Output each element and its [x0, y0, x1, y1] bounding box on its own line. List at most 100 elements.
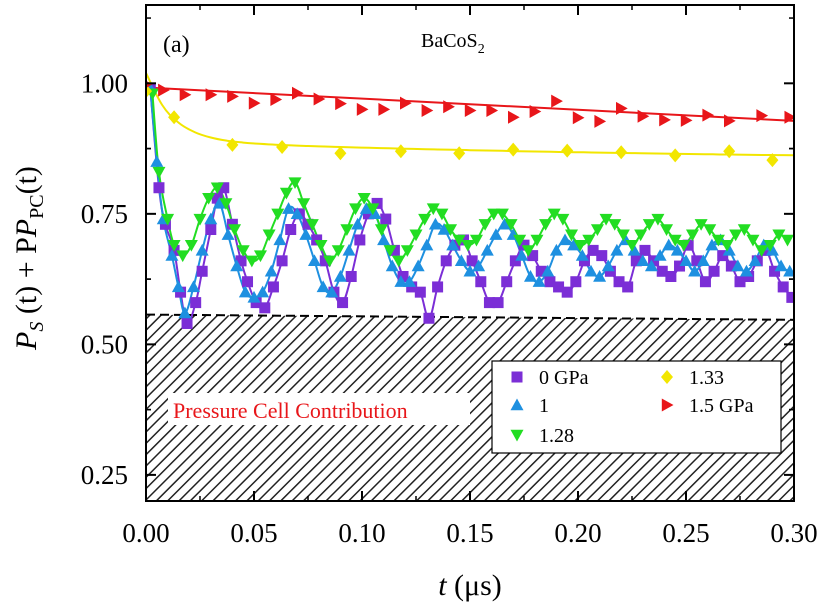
data-point-1-28-74 — [781, 234, 794, 247]
data-point-1-15 — [264, 264, 278, 277]
x-tick-label: 0.10 — [338, 518, 385, 548]
data-point-1-5-gpa-26 — [702, 108, 715, 122]
legend-label: 1.28 — [539, 425, 574, 447]
data-point-1-13 — [247, 290, 261, 303]
data-point-0-gpa-45 — [518, 239, 530, 251]
data-point-1-14 — [256, 285, 270, 298]
data-point-1-33-7 — [507, 142, 520, 157]
pressure-cell-label-group: Pressure Cell Contribution — [168, 393, 470, 425]
data-point-0-gpa-42 — [492, 297, 504, 309]
x-tick-label: 0.05 — [230, 518, 277, 548]
data-point-1-65 — [696, 254, 710, 267]
data-point-1-28-62 — [677, 239, 691, 252]
data-point-1-69 — [731, 259, 745, 272]
data-point-1-5-gpa-1 — [158, 83, 170, 97]
data-point-1-28-63 — [685, 229, 699, 242]
data-point-0-gpa-69 — [725, 260, 737, 272]
data-point-0-gpa-39 — [466, 255, 478, 267]
data-point-1-28-72 — [763, 239, 777, 252]
data-point-1-33-8 — [561, 143, 574, 158]
data-point-1-55 — [610, 243, 624, 256]
data-point-1-61 — [662, 238, 676, 251]
x-tick-label: 0.15 — [446, 518, 493, 548]
data-point-1-5-gpa-28 — [756, 109, 769, 123]
data-point-1-5-gpa-27 — [724, 114, 736, 128]
pressure-cell-boundary-line — [145, 313, 795, 321]
data-point-1-28-4 — [176, 250, 190, 263]
data-point-1-28-13 — [253, 250, 267, 263]
data-point-0-gpa-63 — [674, 260, 686, 272]
data-point-0-gpa-51 — [570, 276, 582, 288]
data-point-1-38 — [463, 264, 477, 277]
data-point-1-28-33 — [426, 203, 440, 216]
data-point-0-gpa-31 — [397, 270, 409, 282]
chart-title: BaCoS2 — [421, 30, 485, 57]
data-point-1-5-gpa-23 — [637, 109, 650, 123]
data-point-0-gpa-30 — [388, 244, 400, 256]
data-point-0-gpa-17 — [276, 255, 288, 267]
data-point-0-gpa-1 — [153, 182, 165, 194]
data-point-1-28-29 — [392, 255, 406, 268]
data-point-1-48 — [549, 243, 563, 256]
data-point-1-33-12 — [766, 153, 779, 168]
data-point-1-52 — [584, 264, 598, 277]
data-point-1-10 — [221, 228, 235, 240]
data-point-1-28-17 — [288, 177, 302, 190]
y-tick-label: 0.25 — [81, 460, 128, 490]
data-point-1-28-58 — [642, 219, 656, 231]
data-point-1-35 — [437, 223, 451, 235]
data-point-1-28-60 — [660, 224, 674, 237]
x-axis-label: t (μs) — [438, 569, 502, 602]
data-point-1-28-56 — [625, 239, 639, 252]
pressure-cell-label: Pressure Cell Contribution — [173, 398, 408, 423]
data-point-0-gpa-68 — [717, 250, 729, 262]
data-point-1-28-21 — [323, 255, 337, 268]
legend-item-1: 1 — [510, 395, 549, 417]
data-point-0-gpa-59 — [639, 244, 651, 256]
x-tick-label: 0.25 — [662, 518, 709, 548]
data-point-0-gpa-67 — [708, 265, 720, 277]
data-point-1-19 — [299, 228, 313, 240]
data-point-0-gpa-50 — [561, 286, 573, 298]
data-point-1-28-28 — [383, 245, 397, 257]
data-point-0-gpa-75 — [777, 281, 789, 293]
data-point-1-28-24 — [349, 203, 363, 216]
data-point-1-28-66 — [711, 234, 725, 247]
y-tick-label: 1.00 — [81, 68, 128, 98]
data-point-1-71 — [748, 254, 762, 267]
data-point-0-gpa-22 — [319, 255, 331, 267]
data-point-0-gpa-57 — [622, 281, 634, 293]
data-point-1-74 — [774, 259, 788, 272]
data-point-1-24 — [342, 243, 356, 256]
data-point-1-42 — [498, 217, 512, 230]
data-point-1-18 — [290, 207, 304, 220]
data-point-1-28-67 — [720, 239, 734, 252]
data-point-0-gpa-66 — [699, 276, 711, 288]
panel-label: (a) — [163, 32, 190, 58]
data-point-1-63 — [679, 254, 693, 267]
legend-box — [491, 360, 782, 454]
data-point-1-17 — [282, 202, 296, 214]
data-point-1-28-20 — [314, 239, 328, 252]
data-point-1-5-gpa-25 — [680, 113, 693, 127]
data-point-1-28-41 — [495, 208, 509, 221]
data-point-1-36 — [446, 238, 460, 251]
data-point-1-33-5 — [394, 144, 407, 159]
data-point-1-28-70 — [746, 234, 760, 247]
data-point-0-gpa-65 — [691, 255, 703, 267]
data-point-1-50 — [567, 238, 581, 251]
data-point-0-gpa-56 — [613, 276, 625, 288]
data-point-1-33-4 — [334, 146, 347, 161]
data-point-0-gpa-24 — [337, 297, 349, 309]
data-point-1-28-5 — [184, 239, 198, 252]
y-axis-label: PS (t) + PPPC(t) — [10, 166, 48, 351]
data-point-1-45 — [523, 269, 537, 282]
legend-marker-0-gpa — [511, 371, 523, 383]
data-point-1-27 — [368, 207, 382, 220]
data-point-0-gpa-18 — [285, 224, 297, 236]
data-point-0-gpa-76 — [786, 291, 794, 303]
legend-item-1-28: 1.28 — [510, 425, 574, 447]
data-point-1-5-gpa-21 — [594, 114, 607, 128]
data-point-0-gpa-47 — [535, 265, 547, 277]
data-point-1-28-19 — [305, 219, 319, 231]
